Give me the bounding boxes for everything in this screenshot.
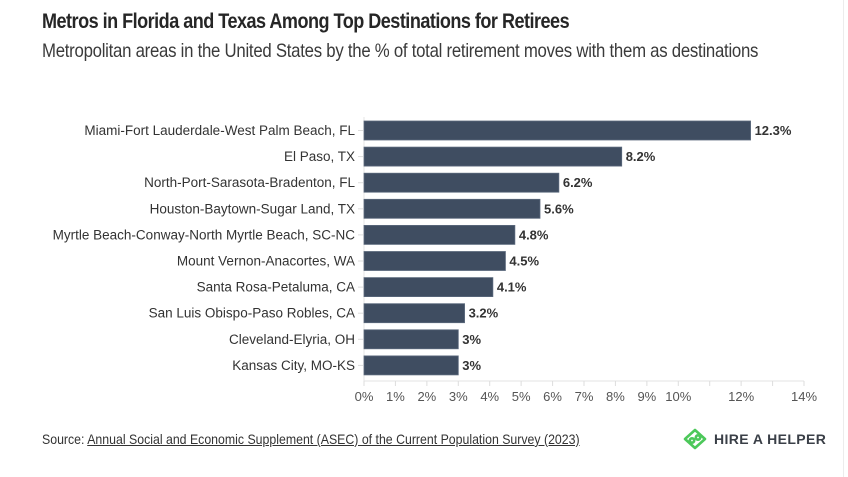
x-tick-label: 10%	[665, 389, 691, 404]
value-label: 8.2%	[626, 149, 656, 164]
category-label: San Luis Obispo-Paso Robles, CA	[149, 306, 355, 321]
category-label: Cleveland-Elyria, OH	[229, 332, 355, 347]
category-label: Mount Vernon-Anacortes, WA	[177, 254, 355, 269]
value-label: 3%	[462, 358, 481, 373]
value-label: 4.1%	[497, 280, 527, 295]
value-label: 3%	[462, 332, 481, 347]
chart-title: Metros in Florida and Texas Among Top De…	[42, 10, 570, 33]
value-label: 6.2%	[563, 175, 593, 190]
bar	[363, 224, 516, 245]
bar	[363, 172, 560, 193]
bar	[363, 120, 751, 141]
category-label: Santa Rosa-Petaluma, CA	[197, 280, 355, 295]
source-link[interactable]: Annual Social and Economic Supplement (A…	[87, 431, 580, 447]
category-label: North-Port-Sarasota-Bradenton, FL	[144, 175, 355, 190]
bar	[363, 303, 465, 324]
bar	[363, 251, 506, 271]
value-label: 3.2%	[469, 306, 499, 321]
x-tick-label: 6%	[543, 389, 562, 404]
brand-name: HIRE A HELPER	[714, 431, 827, 447]
category-label: Houston-Baytown-Sugar Land, TX	[150, 201, 355, 216]
bar	[363, 329, 459, 350]
value-label: 4.8%	[519, 227, 549, 242]
bar	[363, 355, 459, 376]
image-border	[843, 0, 844, 477]
x-tick-label: 8%	[606, 389, 625, 404]
x-tick-label: 4%	[480, 389, 499, 404]
chart-subtitle: Metropolitan areas in the United States …	[42, 40, 759, 62]
category-label: Miami-Fort Lauderdale-West Palm Beach, F…	[84, 123, 355, 138]
x-tick-label: 2%	[417, 389, 436, 404]
hire-a-helper-logo-icon	[683, 428, 707, 450]
bar	[363, 198, 541, 219]
source-prefix: Source:	[42, 431, 85, 447]
x-tick-label: 0%	[355, 389, 374, 404]
x-tick-label: 14%	[791, 389, 817, 404]
x-tick-label: 3%	[449, 389, 468, 404]
brand-logo: HIRE A HELPER	[682, 428, 826, 450]
category-label: Kansas City, MO-KS	[232, 358, 355, 373]
value-label: 12.3%	[755, 123, 792, 138]
value-label: 4.5%	[509, 254, 539, 269]
category-label: El Paso, TX	[284, 149, 355, 164]
x-tick-label: 9%	[637, 389, 656, 404]
bar	[363, 146, 623, 167]
bar-chart: Miami-Fort Lauderdale-West Palm Beach, F…	[53, 117, 817, 404]
source-note: Source: Annual Social and Economic Suppl…	[42, 431, 580, 447]
x-tick-label: 12%	[728, 389, 754, 404]
value-label: 5.6%	[544, 201, 574, 216]
x-tick-label: 7%	[575, 389, 594, 404]
x-tick-label: 1%	[386, 389, 405, 404]
category-label: Myrtle Beach-Conway-North Myrtle Beach, …	[53, 227, 356, 242]
x-tick-label: 5%	[512, 389, 531, 404]
bar	[363, 277, 494, 298]
